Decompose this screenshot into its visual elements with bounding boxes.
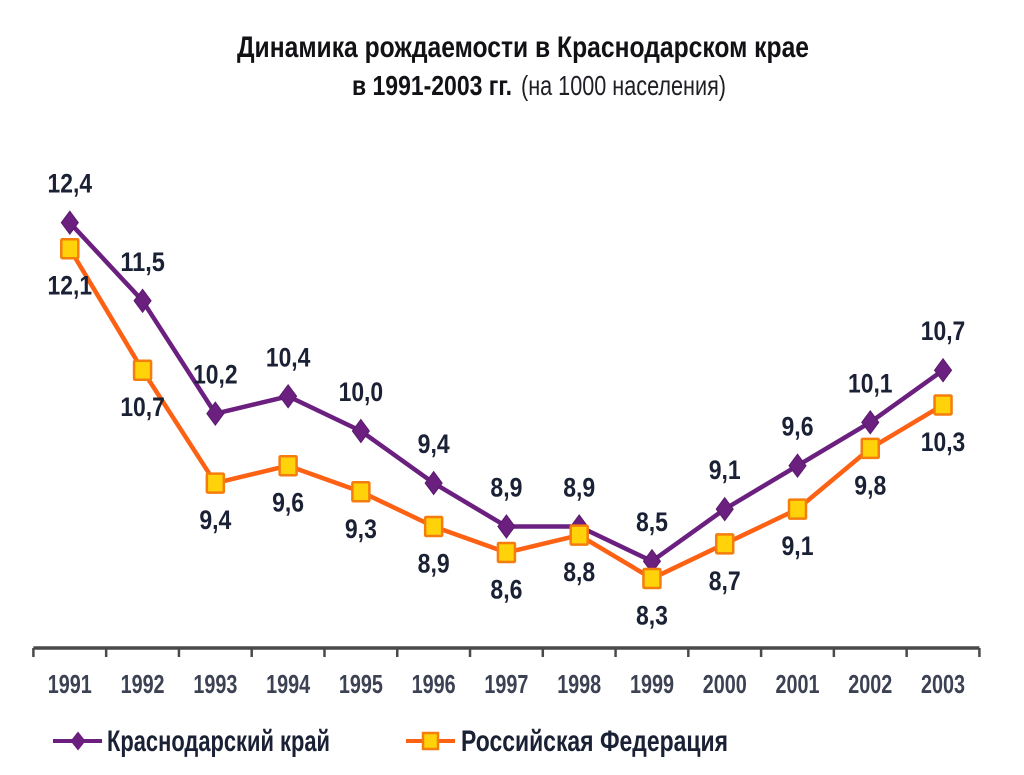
data-label-1-2001: 9,1 xyxy=(782,531,814,561)
square-marker-icon xyxy=(569,524,589,546)
square-marker-icon xyxy=(714,533,735,555)
x-axis-label-1991: 1991 xyxy=(48,669,92,699)
data-label-1-2003: 10,3 xyxy=(921,427,966,457)
diamond-marker-icon xyxy=(133,288,152,314)
x-axis-label-1998: 1998 xyxy=(557,669,601,699)
data-label-0-2002: 10,1 xyxy=(848,368,893,398)
x-axis-label-2000: 2000 xyxy=(703,669,747,699)
x-axis-label-1994: 1994 xyxy=(266,669,310,699)
diamond-marker-icon xyxy=(861,409,880,435)
x-axis-label-2002: 2002 xyxy=(848,669,892,699)
x-axis-label-1995: 1995 xyxy=(339,669,383,699)
data-label-0-1998: 8,9 xyxy=(563,472,595,502)
data-label-1-1998: 8,8 xyxy=(563,557,595,587)
data-label-0-1993: 10,2 xyxy=(193,360,238,390)
diamond-marker-icon xyxy=(788,453,807,479)
square-marker-icon xyxy=(351,481,371,503)
square-marker-icon xyxy=(205,472,226,494)
data-label-1-2002: 9,8 xyxy=(854,470,886,500)
data-label-1-1995: 9,3 xyxy=(345,514,377,544)
chart-subtitle: в 1991-2003 гг. (на 1000 населения) xyxy=(352,70,726,101)
data-label-0-1991: 12,4 xyxy=(48,169,93,199)
diamond-marker-icon xyxy=(424,470,443,496)
x-axis-label-2001: 2001 xyxy=(776,669,820,699)
data-label-0-1997: 8,9 xyxy=(490,472,522,502)
legend-label-krasnodar: Краснодарский край xyxy=(107,725,330,758)
data-label-1-1999: 8,3 xyxy=(636,601,668,631)
diamond-marker-icon xyxy=(278,383,298,409)
legend-label-rf: Российская Федерация xyxy=(461,725,728,758)
square-marker-icon xyxy=(423,515,444,538)
diamond-marker-icon xyxy=(351,418,371,444)
square-marker-icon xyxy=(642,567,662,590)
diamond-marker-icon xyxy=(715,496,734,522)
data-label-0-2001: 9,6 xyxy=(782,412,814,442)
data-label-0-1994: 10,4 xyxy=(266,342,311,372)
x-axis-label-1999: 1999 xyxy=(630,669,674,699)
x-axis-label-1992: 1992 xyxy=(121,669,165,699)
diamond-marker-icon xyxy=(497,514,516,539)
data-label-0-1992: 11,5 xyxy=(120,247,165,277)
diamond-marker-icon xyxy=(206,401,225,426)
chart-subtitle-years: в 1991-2003 гг. xyxy=(352,70,512,101)
data-label-1-1996: 8,9 xyxy=(418,548,450,578)
square-marker-icon xyxy=(278,454,298,477)
data-label-1-1992: 10,7 xyxy=(120,392,165,422)
data-label-0-1996: 9,4 xyxy=(418,429,450,459)
data-label-1-1991: 12,1 xyxy=(48,271,93,301)
data-label-1-2000: 8,7 xyxy=(709,566,741,596)
chart-subtitle-unit: (на 1000 населения) xyxy=(521,70,726,101)
plot-area: 1991 1992 1993 1994 1995 1996 1997 1998 1999 2000… xyxy=(32,169,981,699)
data-label-1-1993: 9,4 xyxy=(199,505,231,535)
x-axis-label-2003: 2003 xyxy=(921,669,965,699)
data-label-0-1999: 8,5 xyxy=(636,507,668,537)
chart-title: Динамика рождаемости в Краснодарском кра… xyxy=(237,31,809,64)
diamond-marker-icon xyxy=(60,210,79,236)
x-axis-label-1993: 1993 xyxy=(193,669,237,699)
square-marker-icon xyxy=(860,437,881,460)
square-marker-icon xyxy=(60,237,80,260)
data-label-1-1994: 9,6 xyxy=(272,488,304,518)
chart-legend: Краснодарский край Российская Федерация xyxy=(53,725,728,758)
x-axis-label-1996: 1996 xyxy=(412,669,456,699)
legend-square-icon xyxy=(421,731,440,751)
data-label-1-1997: 8,6 xyxy=(490,575,522,605)
data-label-0-1995: 10,0 xyxy=(339,377,384,407)
square-marker-icon xyxy=(933,394,953,416)
data-label-0-2003: 10,7 xyxy=(921,316,966,346)
data-label-0-2000: 9,1 xyxy=(709,455,741,485)
diamond-marker-icon xyxy=(933,357,953,383)
square-marker-icon xyxy=(787,498,808,520)
square-marker-icon xyxy=(496,541,517,564)
legend-diamond-icon xyxy=(70,731,86,751)
square-marker-icon xyxy=(132,359,153,381)
x-axis-label-1997: 1997 xyxy=(484,669,528,699)
